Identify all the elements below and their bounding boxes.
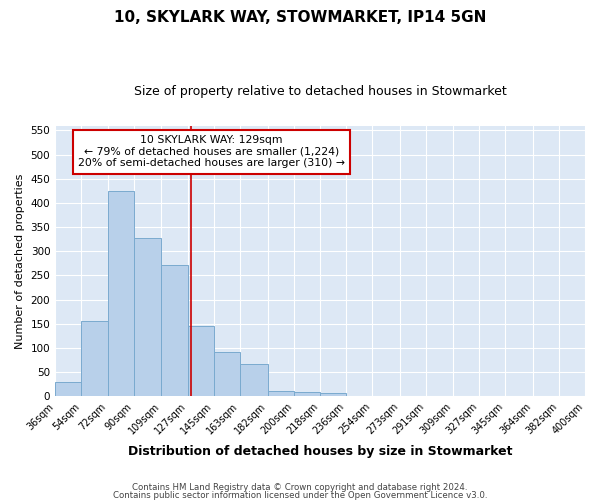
- Text: 10, SKYLARK WAY, STOWMARKET, IP14 5GN: 10, SKYLARK WAY, STOWMARKET, IP14 5GN: [114, 10, 486, 25]
- Bar: [320, 393, 346, 396]
- Text: 10 SKYLARK WAY: 129sqm
← 79% of detached houses are smaller (1,224)
20% of semi-: 10 SKYLARK WAY: 129sqm ← 79% of detached…: [78, 135, 345, 168]
- Bar: [268, 390, 294, 396]
- X-axis label: Distribution of detached houses by size in Stowmarket: Distribution of detached houses by size …: [128, 444, 512, 458]
- Bar: [107, 191, 134, 396]
- Bar: [134, 238, 161, 396]
- Bar: [188, 326, 214, 396]
- Bar: [240, 364, 268, 396]
- Text: Contains public sector information licensed under the Open Government Licence v3: Contains public sector information licen…: [113, 490, 487, 500]
- Bar: [82, 322, 107, 396]
- Bar: [214, 352, 240, 397]
- Bar: [55, 382, 82, 396]
- Y-axis label: Number of detached properties: Number of detached properties: [15, 174, 25, 348]
- Text: Contains HM Land Registry data © Crown copyright and database right 2024.: Contains HM Land Registry data © Crown c…: [132, 484, 468, 492]
- Bar: [161, 265, 188, 396]
- Bar: [294, 392, 320, 396]
- Title: Size of property relative to detached houses in Stowmarket: Size of property relative to detached ho…: [134, 85, 506, 98]
